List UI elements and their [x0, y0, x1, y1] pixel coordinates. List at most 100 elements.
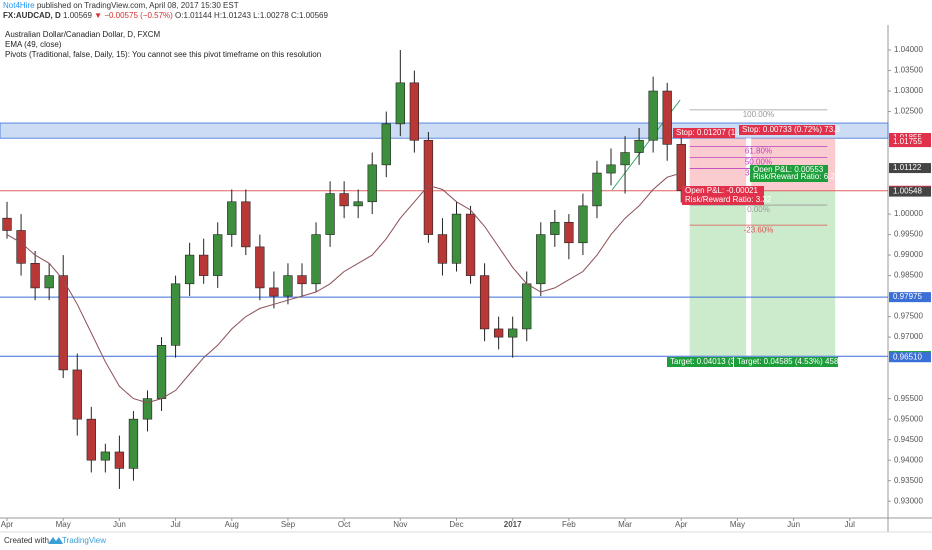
x-tick-label: Jul: [845, 520, 855, 529]
candle-body: [325, 193, 335, 235]
fib-label: 50.00%: [745, 158, 772, 167]
price-label: 1.01755: [893, 137, 922, 146]
position-label-box: [682, 186, 764, 196]
candle-body: [213, 234, 223, 276]
fib-label: 61.80%: [745, 147, 772, 156]
x-tick-label: Dec: [449, 520, 463, 529]
price-label-box: [889, 163, 931, 174]
candle-body: [114, 451, 125, 469]
candle-body: [353, 201, 363, 207]
position-label: Open P&L: -0.00021: [685, 186, 758, 195]
y-tick-label: 1.02500: [894, 107, 923, 116]
y-tick-label: 0.93000: [894, 496, 923, 505]
y-tick-label: 0.98500: [894, 271, 923, 280]
last: 1.00569: [63, 11, 92, 20]
candle-body: [269, 287, 279, 297]
candle-body: [170, 283, 181, 346]
chart-title: Australian Dollar/Canadian Dollar, D, FX…: [5, 30, 161, 39]
ema-line: [6, 172, 682, 404]
fib-label: 0.00%: [747, 205, 770, 214]
position-label-box: [682, 195, 764, 205]
quote-line: FX:AUDCAD, D 1.00569 ▼ −0.00575 (−0.57%)…: [3, 11, 328, 21]
x-tick-label: Jun: [787, 520, 800, 529]
candle-body: [311, 234, 321, 285]
y-tick-label: 0.93500: [894, 476, 923, 485]
y-tick-label: 0.95000: [894, 414, 923, 423]
candle-body: [297, 275, 307, 285]
position-label-box: [750, 165, 828, 175]
logo: [48, 537, 63, 544]
header: Not4Hire published on TradingView.com, A…: [3, 1, 328, 21]
x-tick-label: Apr: [1, 520, 14, 529]
candle-body: [16, 230, 26, 264]
fib-label: -23.60%: [744, 225, 774, 234]
candle-body: [283, 275, 293, 297]
x-tick-label: 2017: [504, 520, 522, 529]
x-tick-label: Aug: [225, 520, 239, 529]
y-tick-label: 0.94000: [894, 455, 923, 464]
publisher: Not4Hire: [3, 1, 35, 10]
change: ▼ −0.00575 (−0.57%): [94, 11, 173, 20]
price-label: 0.97975: [893, 292, 922, 301]
candle-body: [142, 398, 153, 420]
ohlc: O:1.01144 H:1.01243 L:1.00278 C:1.00569: [175, 11, 328, 20]
y-tick-label: 0.94500: [894, 435, 923, 444]
candle-body: [648, 90, 658, 141]
candle-body: [662, 90, 672, 145]
x-tick-label: Oct: [338, 520, 351, 529]
candle-body: [2, 217, 12, 231]
indicator-label: Pivots (Traditional, false, Daily, 15): …: [5, 50, 321, 59]
x-tick-label: Jul: [170, 520, 180, 529]
candle-body: [44, 275, 54, 289]
price-label-box: [889, 186, 931, 197]
target-area: [689, 190, 836, 357]
position-label-box: [739, 125, 835, 135]
price-label-box: [889, 352, 931, 363]
candle-body: [606, 164, 616, 174]
candle-body: [255, 246, 265, 289]
candle-body: [100, 451, 111, 461]
plot: 100.00%61.80%50.00%38.20%0.00%-23.60%Sto…: [0, 50, 889, 489]
price-label: 0.96510: [893, 352, 922, 361]
footer-brand: TradingView: [62, 536, 106, 545]
candle-body: [479, 275, 490, 330]
y-tick-label: 0.97000: [894, 332, 923, 341]
fib-label: 100.00%: [743, 110, 775, 119]
indicator-label: EMA (49, close): [5, 40, 62, 49]
y-tick-label: 0.99000: [894, 250, 923, 259]
y-tick-label: 1.03000: [894, 86, 923, 95]
candle-body: [58, 275, 68, 371]
candle-body: [367, 164, 377, 203]
candle-body: [508, 328, 518, 338]
x-tick-label: Sep: [281, 520, 296, 529]
candle-body: [199, 254, 209, 276]
y-tick-label: 1.04000: [894, 45, 923, 54]
footer-text: Created with: [4, 536, 49, 545]
candle-body: [465, 213, 476, 276]
y-tick-label: 1.03500: [894, 66, 923, 75]
candle-body: [451, 213, 462, 264]
price-label-box: [889, 292, 931, 303]
position-label: Stop: 0.01207 (1.20: [676, 128, 747, 137]
position-label: Risk/Reward Ratio: 6.26: [753, 172, 840, 181]
position-label: Risk/Reward Ratio: 3.32: [685, 195, 772, 204]
candle-body: [395, 82, 405, 125]
x-tick-label: Feb: [562, 520, 576, 529]
position-label: Open P&L: 0.00553: [753, 165, 824, 174]
candle-body: [227, 201, 237, 235]
position-label: Target: 0.04585 (4.53%) 458.5: [737, 357, 846, 366]
y-tick-label: 0.97500: [894, 312, 923, 321]
candle-body: [409, 82, 420, 141]
candle-body: [381, 123, 391, 166]
position-label: Stop: 0.00733 (0.72%) 73.3: [742, 125, 840, 134]
candle-body: [522, 283, 532, 330]
candle-body: [339, 193, 349, 207]
x-tick-label: Jun: [113, 520, 126, 529]
position-label-box: [734, 357, 838, 367]
candle-body: [550, 221, 560, 235]
candle-body: [423, 139, 434, 235]
position-label-box: [750, 172, 828, 182]
candle-body: [493, 328, 504, 338]
candle-body: [184, 254, 195, 285]
